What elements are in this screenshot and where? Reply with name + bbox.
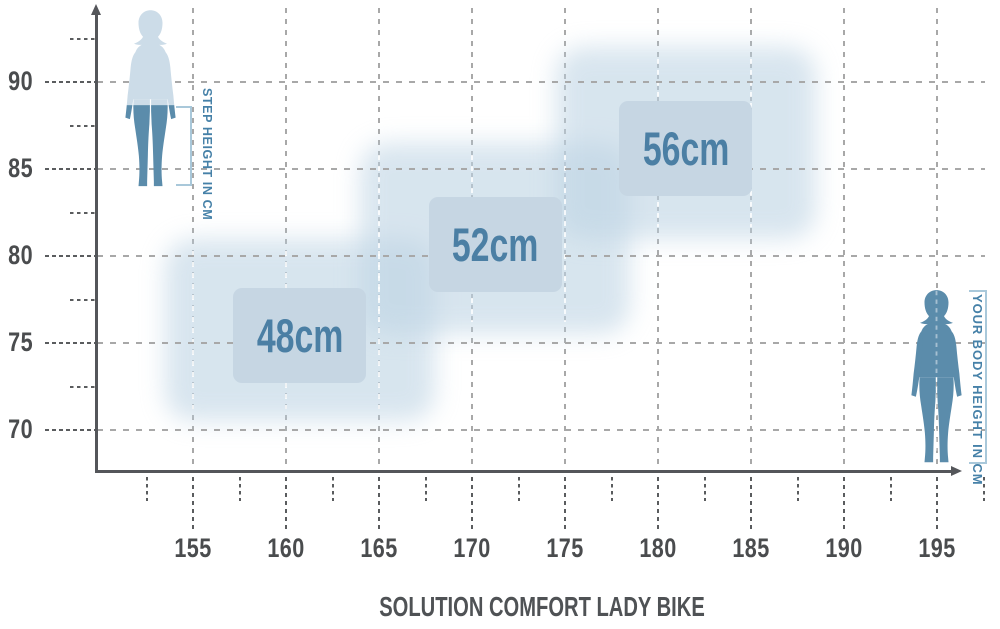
knockout-line-52cm-175 bbox=[564, 154, 566, 323]
gridline-x-160 bbox=[285, 8, 287, 472]
x-tick-label-190: 190 bbox=[825, 533, 863, 563]
tick-x-165 bbox=[378, 477, 380, 529]
x-axis-line bbox=[95, 470, 953, 473]
minor-tick-y-92.5 bbox=[70, 37, 96, 40]
knockout-line-52cm-165 bbox=[378, 154, 380, 323]
body-height-axis-label: YOUR BODY HEIGHT IN CM bbox=[970, 294, 985, 486]
minor-tick-x-177.5 bbox=[610, 477, 613, 501]
gridline-y-90 bbox=[97, 81, 985, 83]
x-tick-label-165: 165 bbox=[360, 533, 398, 563]
gridline-x-190 bbox=[843, 8, 845, 472]
tick-y-80 bbox=[45, 255, 96, 257]
tick-x-175 bbox=[564, 477, 566, 529]
tick-x-155 bbox=[192, 477, 194, 529]
woman-silhouette-step-height bbox=[125, 10, 176, 187]
knockout-line-48cm-165 bbox=[378, 250, 380, 410]
region-blob-56cm bbox=[555, 47, 817, 239]
gridline-y-75 bbox=[97, 342, 985, 344]
gridline-x-170 bbox=[471, 8, 473, 472]
minor-tick-x-167.5 bbox=[424, 477, 427, 501]
minor-tick-x-162.5 bbox=[331, 477, 334, 501]
knockout-line-56cm-180 bbox=[657, 59, 659, 227]
body-height-bracket bbox=[985, 290, 987, 464]
woman-silhouette-body-height bbox=[911, 290, 962, 463]
minor-tick-y-72.5 bbox=[70, 385, 96, 388]
tick-y-70 bbox=[45, 429, 96, 431]
tick-x-170 bbox=[471, 477, 473, 529]
body-height-bracket-bottom-cap bbox=[969, 462, 987, 464]
frame-size-box-52cm: 52cm bbox=[428, 197, 562, 293]
tick-y-75 bbox=[45, 342, 96, 344]
minor-tick-x-192.5 bbox=[889, 477, 892, 501]
step-height-bracket-top-cap bbox=[176, 106, 192, 108]
minor-tick-y-87.5 bbox=[70, 124, 96, 127]
gridline-x-175 bbox=[564, 8, 566, 472]
step-height-axis-label: STEP HEIGHT IN CM bbox=[200, 88, 214, 221]
y-tick-label-85: 85 bbox=[8, 153, 33, 183]
gridline-y-70 bbox=[97, 429, 985, 431]
region-blob-48cm bbox=[165, 238, 435, 422]
y-tick-label-70: 70 bbox=[8, 414, 33, 444]
gridline-x-155 bbox=[192, 8, 194, 472]
knockout-line-52cm-170 bbox=[471, 154, 473, 323]
knockout-line-56cm-185 bbox=[750, 59, 752, 227]
minor-tick-x-152.5 bbox=[145, 477, 148, 501]
minor-tick-x-197.5 bbox=[982, 477, 985, 501]
region-blob-52cm bbox=[360, 142, 631, 335]
x-tick-label-175: 175 bbox=[546, 533, 584, 563]
minor-tick-x-187.5 bbox=[796, 477, 799, 501]
knockout-line-48cm-155 bbox=[192, 250, 194, 410]
minor-tick-x-182.5 bbox=[703, 477, 706, 501]
x-tick-label-160: 160 bbox=[267, 533, 305, 563]
x-tick-label-155: 155 bbox=[174, 533, 212, 563]
step-height-bracket bbox=[190, 106, 192, 186]
knockout-line-48cm-160 bbox=[285, 250, 287, 410]
frame-size-label: 52cm bbox=[451, 218, 539, 272]
gridline-x-195 bbox=[936, 8, 938, 472]
tick-y-90 bbox=[45, 81, 96, 83]
step-height-bracket-bottom-cap bbox=[176, 184, 192, 186]
y-tick-label-80: 80 bbox=[8, 240, 33, 270]
frame-size-box-48cm: 48cm bbox=[233, 288, 367, 384]
x-tick-label-195: 195 bbox=[918, 533, 956, 563]
gridline-x-185 bbox=[750, 8, 752, 472]
y-axis-line bbox=[95, 13, 98, 472]
tick-x-195 bbox=[936, 477, 938, 529]
gridline-y-80 bbox=[97, 255, 985, 257]
tick-y-85 bbox=[45, 168, 96, 170]
chart-title: SOLUTION COMFORT LADY BIKE bbox=[379, 591, 705, 622]
y-axis-arrow-icon bbox=[91, 4, 101, 15]
tick-x-190 bbox=[843, 477, 845, 529]
tick-x-160 bbox=[285, 477, 287, 529]
frame-size-label: 48cm bbox=[256, 309, 344, 363]
gridline-y-85 bbox=[97, 168, 985, 170]
frame-size-label: 56cm bbox=[642, 122, 730, 176]
body-height-bracket-top-cap bbox=[969, 290, 987, 292]
tick-x-180 bbox=[657, 477, 659, 529]
y-tick-label-75: 75 bbox=[8, 327, 33, 357]
y-tick-label-90: 90 bbox=[8, 66, 33, 96]
minor-tick-x-157.5 bbox=[238, 477, 241, 501]
minor-tick-x-172.5 bbox=[517, 477, 520, 501]
x-tick-label-170: 170 bbox=[453, 533, 491, 563]
gridline-x-165 bbox=[378, 8, 380, 472]
gridline-x-180 bbox=[657, 8, 659, 472]
x-tick-label-180: 180 bbox=[639, 533, 677, 563]
minor-tick-y-77.5 bbox=[70, 298, 96, 301]
x-tick-label-185: 185 bbox=[732, 533, 770, 563]
frame-size-box-56cm: 56cm bbox=[619, 101, 753, 197]
x-axis-arrow-icon bbox=[951, 466, 962, 476]
tick-x-185 bbox=[750, 477, 752, 529]
minor-tick-y-82.5 bbox=[70, 211, 96, 214]
